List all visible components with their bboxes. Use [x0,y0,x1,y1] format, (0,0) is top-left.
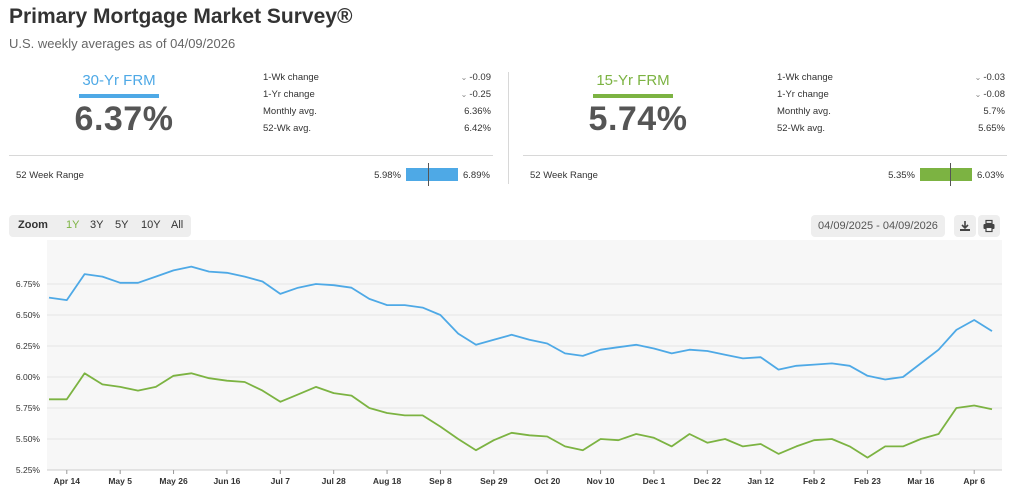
print-icon [983,219,995,233]
frm30-stat-value: ⌄ -0.25 [461,89,491,100]
date-range-display[interactable]: 04/09/2025 - 04/09/2026 [811,215,945,237]
zoom-label: Zoom [18,219,48,231]
frm30-stat-row: 52-Wk avg. 6.42% [263,123,493,140]
divider [9,155,493,156]
frm15-stat-row: 1-Wk change ⌄ -0.03 [777,72,1007,89]
frm15-range-low: 5.35% [888,170,915,181]
x-tick-label: Dec 22 [694,476,722,486]
frm30-stat-row: 1-Wk change ⌄ -0.09 [263,72,493,89]
frm15-panel: 15-Yr FRM 5.74% 1-Wk change ⌄ -0.03 1-Yr … [523,68,1007,188]
x-tick-label: Apr 6 [963,476,985,486]
frm15-range-bar [920,168,972,181]
frm15-stat-label: 52-Wk avg. [777,123,826,134]
zoom-10y-button[interactable]: 10Y [141,219,161,231]
frm30-stats: 1-Wk change ⌄ -0.09 1-Yr change ⌄ -0.25 Mo… [263,72,493,140]
download-button[interactable] [954,215,976,237]
frm30-stat-number: -0.25 [469,89,491,100]
frm30-label[interactable]: 30-Yr FRM [82,72,156,89]
frm30-range-bar [406,168,458,181]
frm15-stat-label: Monthly avg. [777,106,831,117]
zoom-3y-button[interactable]: 3Y [90,219,104,231]
y-tick-label: 6.50% [16,310,41,320]
frm15-stats: 1-Wk change ⌄ -0.03 1-Yr change ⌄ -0.08 Mo… [777,72,1007,140]
frm15-range-marker [949,163,951,186]
frm30-range-high: 6.89% [463,170,490,181]
y-tick-label: 6.00% [16,372,41,382]
frm15-range-label: 52 Week Range [530,170,598,181]
frm15-stat-label: 1-Yr change [777,89,829,100]
zoom-all-button[interactable]: All [171,219,184,231]
frm15-stat-row: 52-Wk avg. 5.65% [777,123,1007,140]
chevron-down-icon: ⌄ [974,90,982,99]
frm15-rate: 5.74% [588,100,688,138]
frm15-stat-row: Monthly avg. 5.7% [777,106,1007,123]
series-line-30yr [48,265,993,381]
frm30-stat-label: Monthly avg. [263,106,317,117]
frm30-range-marker [428,163,430,186]
series-line-15yr [49,372,993,459]
frm15-stat-value: ⌄ -0.08 [975,89,1005,100]
frm30-stat-value: 6.36% [464,106,491,117]
y-tick-label: 5.50% [16,434,41,444]
panel-divider [508,72,509,184]
y-tick-label: 5.75% [16,403,41,413]
x-tick-label: Aug 18 [373,476,402,486]
x-tick-label: Sep 8 [429,476,452,486]
frm30-underline [79,94,159,98]
frm30-stat-value: 6.42% [464,123,491,134]
x-tick-label: Jan 12 [747,476,774,486]
frm15-range-high: 6.03% [977,170,1004,181]
frm30-stat-number: -0.09 [469,72,491,83]
frm15-underline [593,94,673,98]
frm30-stat-row: Monthly avg. 6.36% [263,106,493,123]
x-tick-label: Jun 16 [213,476,240,486]
x-tick-label: Oct 20 [534,476,560,486]
frm30-panel: 30-Yr FRM 6.37% 1-Wk change ⌄ -0.09 1-Yr … [9,68,493,188]
frm30-rate: 6.37% [74,100,174,138]
frm30-stat-row: 1-Yr change ⌄ -0.25 [263,89,493,106]
chevron-down-icon: ⌄ [974,73,982,82]
frm30-stat-label: 1-Wk change [263,72,319,83]
x-tick-label: May 5 [108,476,132,486]
x-tick-label: Jul 28 [322,476,346,486]
x-tick-label: Jul 7 [271,476,291,486]
chevron-down-icon: ⌄ [460,90,468,99]
frm15-stat-number: -0.03 [983,72,1005,83]
x-tick-label: Feb 2 [803,476,825,486]
x-tick-label: Feb 23 [854,476,881,486]
frm15-stat-value: 5.65% [978,123,1005,134]
x-tick-label: Dec 1 [643,476,666,486]
x-tick-label: Sep 29 [480,476,508,486]
frm15-stat-value: ⌄ -0.03 [975,72,1005,83]
rates-line-chart: 5.25% 5.50% 5.75% 6.00% 6.25% 6.50% 6.75% Apr 1… [16,240,1002,486]
y-tick-label: 6.75% [16,279,41,289]
divider [523,155,1007,156]
frm15-stat-number: -0.08 [983,89,1005,100]
frm30-range-low: 5.98% [374,170,401,181]
page-title: Primary Mortgage Market Survey® [9,5,353,28]
frm30-range-label: 52 Week Range [16,170,84,181]
frm30-stat-value: ⌄ -0.09 [461,72,491,83]
print-button[interactable] [978,215,1000,237]
x-tick-label: May 26 [159,476,188,486]
zoom-1y-button[interactable]: 1Y [66,219,80,231]
chevron-down-icon: ⌄ [460,73,468,82]
zoom-5y-button[interactable]: 5Y [115,219,129,231]
frm15-stat-label: 1-Wk change [777,72,833,83]
x-tick-label: Apr 14 [54,476,81,486]
x-tick-label: Nov 10 [587,476,615,486]
frm15-label[interactable]: 15-Yr FRM [596,72,670,89]
frm15-stat-row: 1-Yr change ⌄ -0.08 [777,89,1007,106]
x-tick-label: Mar 16 [907,476,934,486]
frm15-stat-value: 5.7% [983,106,1005,117]
zoom-toolbar: Zoom 1Y 3Y 5Y 10Y All [9,215,191,237]
y-tick-label: 5.25% [16,465,41,475]
plot-area [47,240,1002,470]
download-icon [960,221,970,231]
frm30-stat-label: 1-Yr change [263,89,315,100]
page-subtitle: U.S. weekly averages as of 04/09/2026 [9,36,236,51]
y-tick-label: 6.25% [16,341,41,351]
frm30-stat-label: 52-Wk avg. [263,123,312,134]
